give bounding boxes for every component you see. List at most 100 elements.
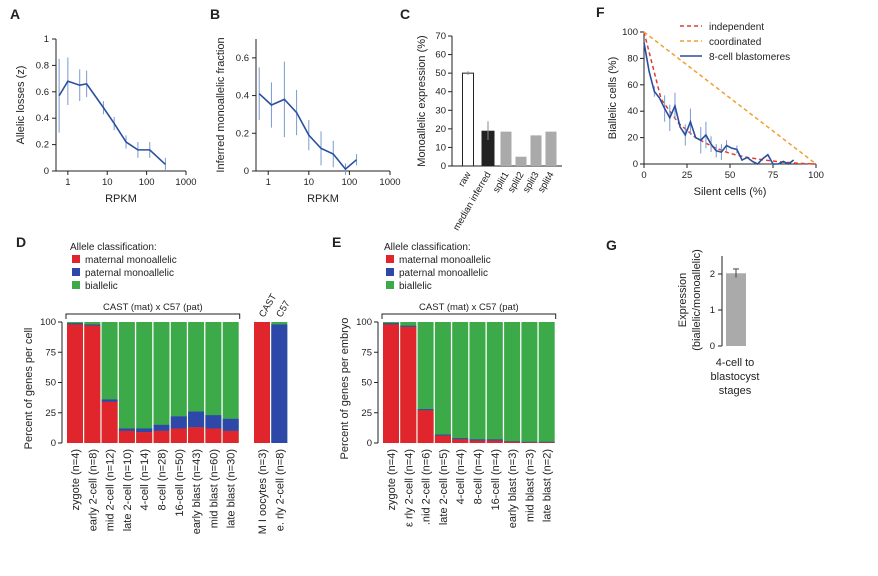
y-tick-label-a: 0.4 xyxy=(36,113,49,124)
bar-paternal-d xyxy=(118,428,135,431)
bar-maternal-e xyxy=(383,324,399,443)
y-tick-label-e: 0 xyxy=(367,438,372,449)
x-tick-label-f: 25 xyxy=(682,170,693,181)
category-label-e: 4-cell (n=4) xyxy=(455,449,467,504)
category-label-e: late blast (n=2) xyxy=(542,449,554,522)
bar-maternal-d xyxy=(170,428,187,443)
bar-biallelic-e xyxy=(452,322,469,443)
bar-biallelic-d xyxy=(153,322,170,443)
y-tick-label-c: 50 xyxy=(435,68,446,79)
group-label-e: CAST (mat) x C57 (pat) xyxy=(419,302,519,313)
category-label-c: median inferred xyxy=(451,170,494,233)
bar-paternal-d xyxy=(188,411,205,428)
x-axis-label-f: Silent cells (%) xyxy=(694,186,767,198)
category-label-g: stages xyxy=(719,385,752,397)
y-tick-label-f: 100 xyxy=(622,27,638,38)
bar-c xyxy=(500,131,512,166)
legend-label-d: paternal monoallelic xyxy=(85,268,174,279)
bar-paternal-e xyxy=(434,434,451,436)
legend-swatch-d xyxy=(72,255,80,263)
bar-biallelic-e xyxy=(486,322,503,443)
y-axis-label-g: Expression xyxy=(677,273,689,327)
bar-paternal-e xyxy=(400,325,417,327)
bar-paternal-d xyxy=(205,415,222,429)
y-tick-label-e: 25 xyxy=(361,408,372,419)
bar-paternal-e xyxy=(417,409,434,411)
category-label-d: mid 2-cell (n=12) xyxy=(105,449,117,531)
bar-maternal-e xyxy=(469,440,486,443)
bar-paternal-e xyxy=(486,439,503,441)
y-tick-label-e: 100 xyxy=(356,317,372,328)
x-tick-label-f: 0 xyxy=(641,170,646,181)
panel-label-f: F xyxy=(596,4,605,20)
category-label-d: 4-cell (n=14) xyxy=(139,449,151,510)
x-tick-label-a: 10 xyxy=(102,177,113,188)
legend-swatch-d xyxy=(72,268,80,276)
bar-biallelic-d xyxy=(118,322,135,443)
bar-biallelic-e xyxy=(504,322,521,443)
bar-paternal-d xyxy=(271,324,288,443)
y-tick-label-a: 0.2 xyxy=(36,140,49,151)
bar-paternal-d xyxy=(136,428,153,433)
legend-label-e: paternal monoallelic xyxy=(399,268,488,279)
y-tick-label-a: 1 xyxy=(44,34,49,45)
category-label-d: 16-cell (n=50) xyxy=(174,449,186,517)
x-axis-label-a: RPKM xyxy=(105,193,137,205)
legend-label-d: maternal monoallelic xyxy=(85,255,177,266)
panel-label-e: E xyxy=(332,234,341,250)
bar-biallelic-e xyxy=(434,322,451,443)
category-label-g: blastocyst xyxy=(711,371,760,383)
bar-maternal-d xyxy=(118,430,135,443)
bar-paternal-d xyxy=(222,418,239,431)
legend-label-f: independent xyxy=(709,22,764,33)
bar-c xyxy=(515,156,527,166)
series-line-f xyxy=(643,42,795,165)
y-tick-label-f: 80 xyxy=(627,53,638,64)
panel-label-d: D xyxy=(16,234,26,250)
series-line-f xyxy=(643,31,817,165)
category-label-d: late 2-cell (n=10) xyxy=(122,449,134,531)
bar-paternal-d xyxy=(101,399,118,402)
y-tick-label-a: 0.6 xyxy=(36,87,49,98)
panel-label-b: B xyxy=(210,6,220,22)
bar-maternal-d xyxy=(222,430,239,443)
y-tick-label-c: 70 xyxy=(435,31,446,42)
y-tick-label-c: 0 xyxy=(441,161,446,172)
legend-swatch-e xyxy=(386,281,394,289)
category-label-c: raw xyxy=(456,170,473,189)
legend-swatch-e xyxy=(386,255,394,263)
y-axis-label-b: Inferred monoallelic fraction xyxy=(215,37,227,172)
x-tick-label-b: 1 xyxy=(266,177,271,188)
category-label-d: M I oocytes (n=3) xyxy=(257,449,269,534)
bar-paternal-e xyxy=(504,441,521,442)
panel-label-g: G xyxy=(606,237,617,253)
legend-swatch-e xyxy=(386,268,394,276)
category-label-g: 4-cell to xyxy=(716,357,755,369)
x-tick-label-f: 75 xyxy=(768,170,779,181)
category-label-d: early blast (n=43) xyxy=(191,449,203,534)
y-axis-label-e: Percent of genes per embryo xyxy=(339,318,351,460)
y-axis-label-d: Percent of genes per cell xyxy=(23,328,35,450)
bar-paternal-e xyxy=(469,439,486,441)
bar-maternal-d xyxy=(205,428,222,443)
y-tick-label-f: 0 xyxy=(633,159,638,170)
y-tick-label-a: 0.8 xyxy=(36,60,49,71)
bar-maternal-d xyxy=(101,401,118,443)
bar-c xyxy=(530,135,542,166)
extra-group-label-d: C57 xyxy=(274,299,292,320)
category-label-e: early blast (n=3) xyxy=(507,449,519,528)
y-axis-label-a: Allelic losses (z) xyxy=(15,66,27,145)
y-tick-label-e: 50 xyxy=(361,378,372,389)
x-tick-label-b: 10 xyxy=(304,177,315,188)
category-label-e: late 2-cell (n=5) xyxy=(438,449,450,525)
y-tick-label-f: 40 xyxy=(627,106,638,117)
x-tick-label-f: 100 xyxy=(808,170,824,181)
bar-maternal-e xyxy=(538,442,555,443)
series-line-f xyxy=(643,31,817,165)
y-tick-label-d: 25 xyxy=(45,408,56,419)
bar-biallelic-e xyxy=(521,322,538,443)
y-tick-label-c: 30 xyxy=(435,105,446,116)
bar-maternal-e xyxy=(452,439,469,443)
x-tick-label-f: 50 xyxy=(725,170,736,181)
